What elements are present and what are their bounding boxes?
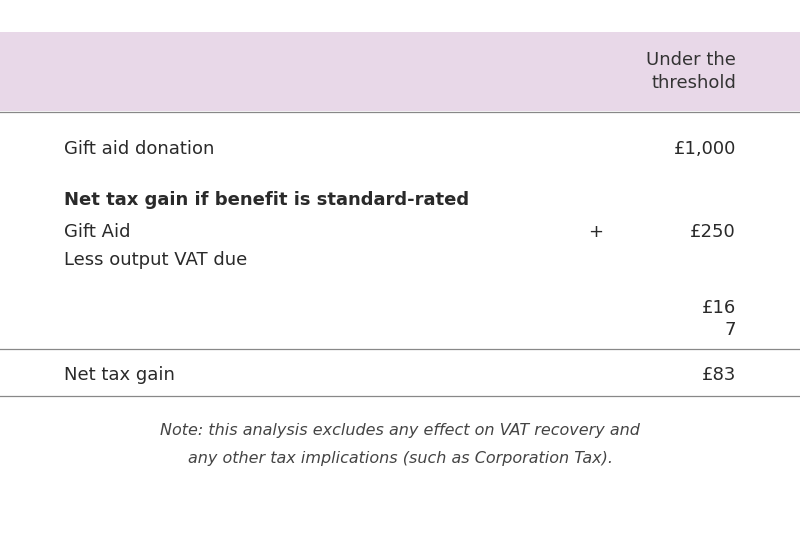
Text: £250: £250 — [690, 222, 736, 241]
Text: Net tax gain if benefit is standard-rated: Net tax gain if benefit is standard-rate… — [64, 191, 469, 209]
Text: Note: this analysis excludes any effect on VAT recovery and: Note: this analysis excludes any effect … — [160, 423, 640, 438]
Text: Gift Aid: Gift Aid — [64, 222, 130, 241]
Text: Gift aid donation: Gift aid donation — [64, 140, 214, 158]
Text: Under the
threshold: Under the threshold — [646, 51, 736, 93]
Text: Net tax gain: Net tax gain — [64, 366, 175, 384]
Text: +: + — [589, 222, 603, 241]
Text: £1,000: £1,000 — [674, 140, 736, 158]
FancyBboxPatch shape — [0, 32, 800, 111]
Text: £16
7: £16 7 — [702, 299, 736, 339]
Text: £83: £83 — [702, 366, 736, 384]
Text: Less output VAT due: Less output VAT due — [64, 250, 247, 269]
Text: any other tax implications (such as Corporation Tax).: any other tax implications (such as Corp… — [187, 451, 613, 466]
